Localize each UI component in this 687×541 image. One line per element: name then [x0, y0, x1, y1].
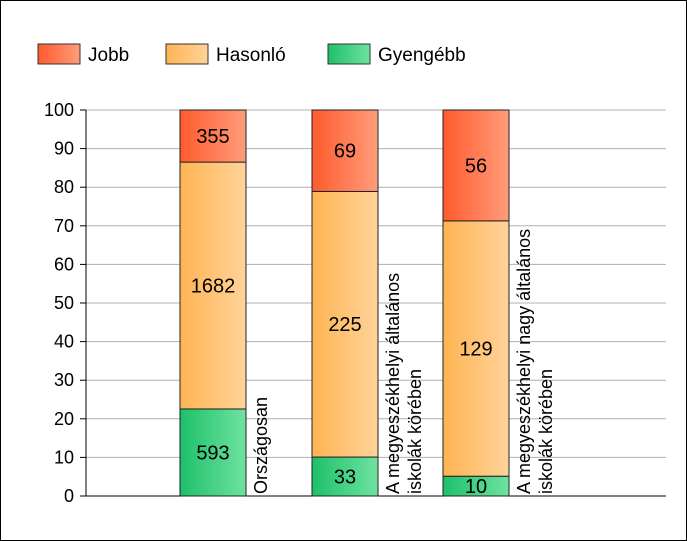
bars: 593 1682 355 33 225 69 10 129 56 — [179, 109, 510, 498]
category-label: A megyeszékhelyi általános — [383, 273, 403, 494]
bar-segment-jobb — [179, 109, 247, 163]
legend-label-gyengebb: Gyengébb — [378, 45, 466, 66]
category-label: iskolák körében — [405, 369, 425, 494]
data-label-jobb: 69 — [334, 141, 356, 163]
legend-swatch-jobb — [37, 43, 81, 65]
y-tick-label: 80 — [54, 177, 74, 197]
legend-swatch-gyengebb — [327, 43, 371, 65]
legend-label-hasonlo: Hasonló — [216, 45, 286, 66]
bar-segment-hasonlo — [442, 220, 510, 477]
data-label-hasonlo: 1682 — [191, 276, 236, 298]
y-tick-label: 70 — [54, 216, 74, 236]
bar-segment-jobb — [311, 109, 379, 192]
y-tick-label: 60 — [54, 254, 74, 274]
y-tick-label: 0 — [64, 486, 74, 506]
y-tick-label: 100 — [44, 100, 74, 120]
data-label-gyengebb: 10 — [465, 476, 487, 498]
data-label-gyengebb: 33 — [334, 467, 356, 489]
data-label-jobb: 355 — [196, 126, 229, 148]
legend-label-jobb: Jobb — [88, 45, 129, 66]
legend: Jobb Hasonló Gyengébb — [37, 43, 466, 66]
legend-swatch-hasonlo — [165, 43, 209, 65]
y-tick-label: 40 — [54, 332, 74, 352]
y-tick-label: 30 — [54, 370, 74, 390]
data-label-gyengebb: 593 — [196, 442, 229, 464]
data-label-hasonlo: 129 — [459, 339, 492, 361]
data-label-jobb: 56 — [465, 155, 487, 177]
y-tick-label: 50 — [54, 293, 74, 313]
y-axis: 0 10 20 30 40 50 60 70 80 90 100 — [44, 100, 666, 506]
y-tick-label: 10 — [54, 447, 74, 467]
bar-segment-hasonlo — [311, 190, 379, 458]
bar-segment-hasonlo — [179, 161, 247, 410]
bar-segment-jobb — [442, 109, 510, 222]
category-labels: Országosan A megyeszékhelyi általános isko… — [251, 229, 556, 494]
y-tick-label: 20 — [54, 409, 74, 429]
data-label-hasonlo: 225 — [328, 314, 361, 336]
category-label: Országosan — [251, 397, 271, 494]
bar-segment-gyengebb — [311, 456, 379, 497]
category-label: A megyeszékhelyi nagy általános — [514, 229, 534, 494]
category-label: iskolák körében — [536, 369, 556, 494]
y-tick-label: 90 — [54, 139, 74, 159]
bar-segment-gyengebb — [179, 408, 247, 497]
